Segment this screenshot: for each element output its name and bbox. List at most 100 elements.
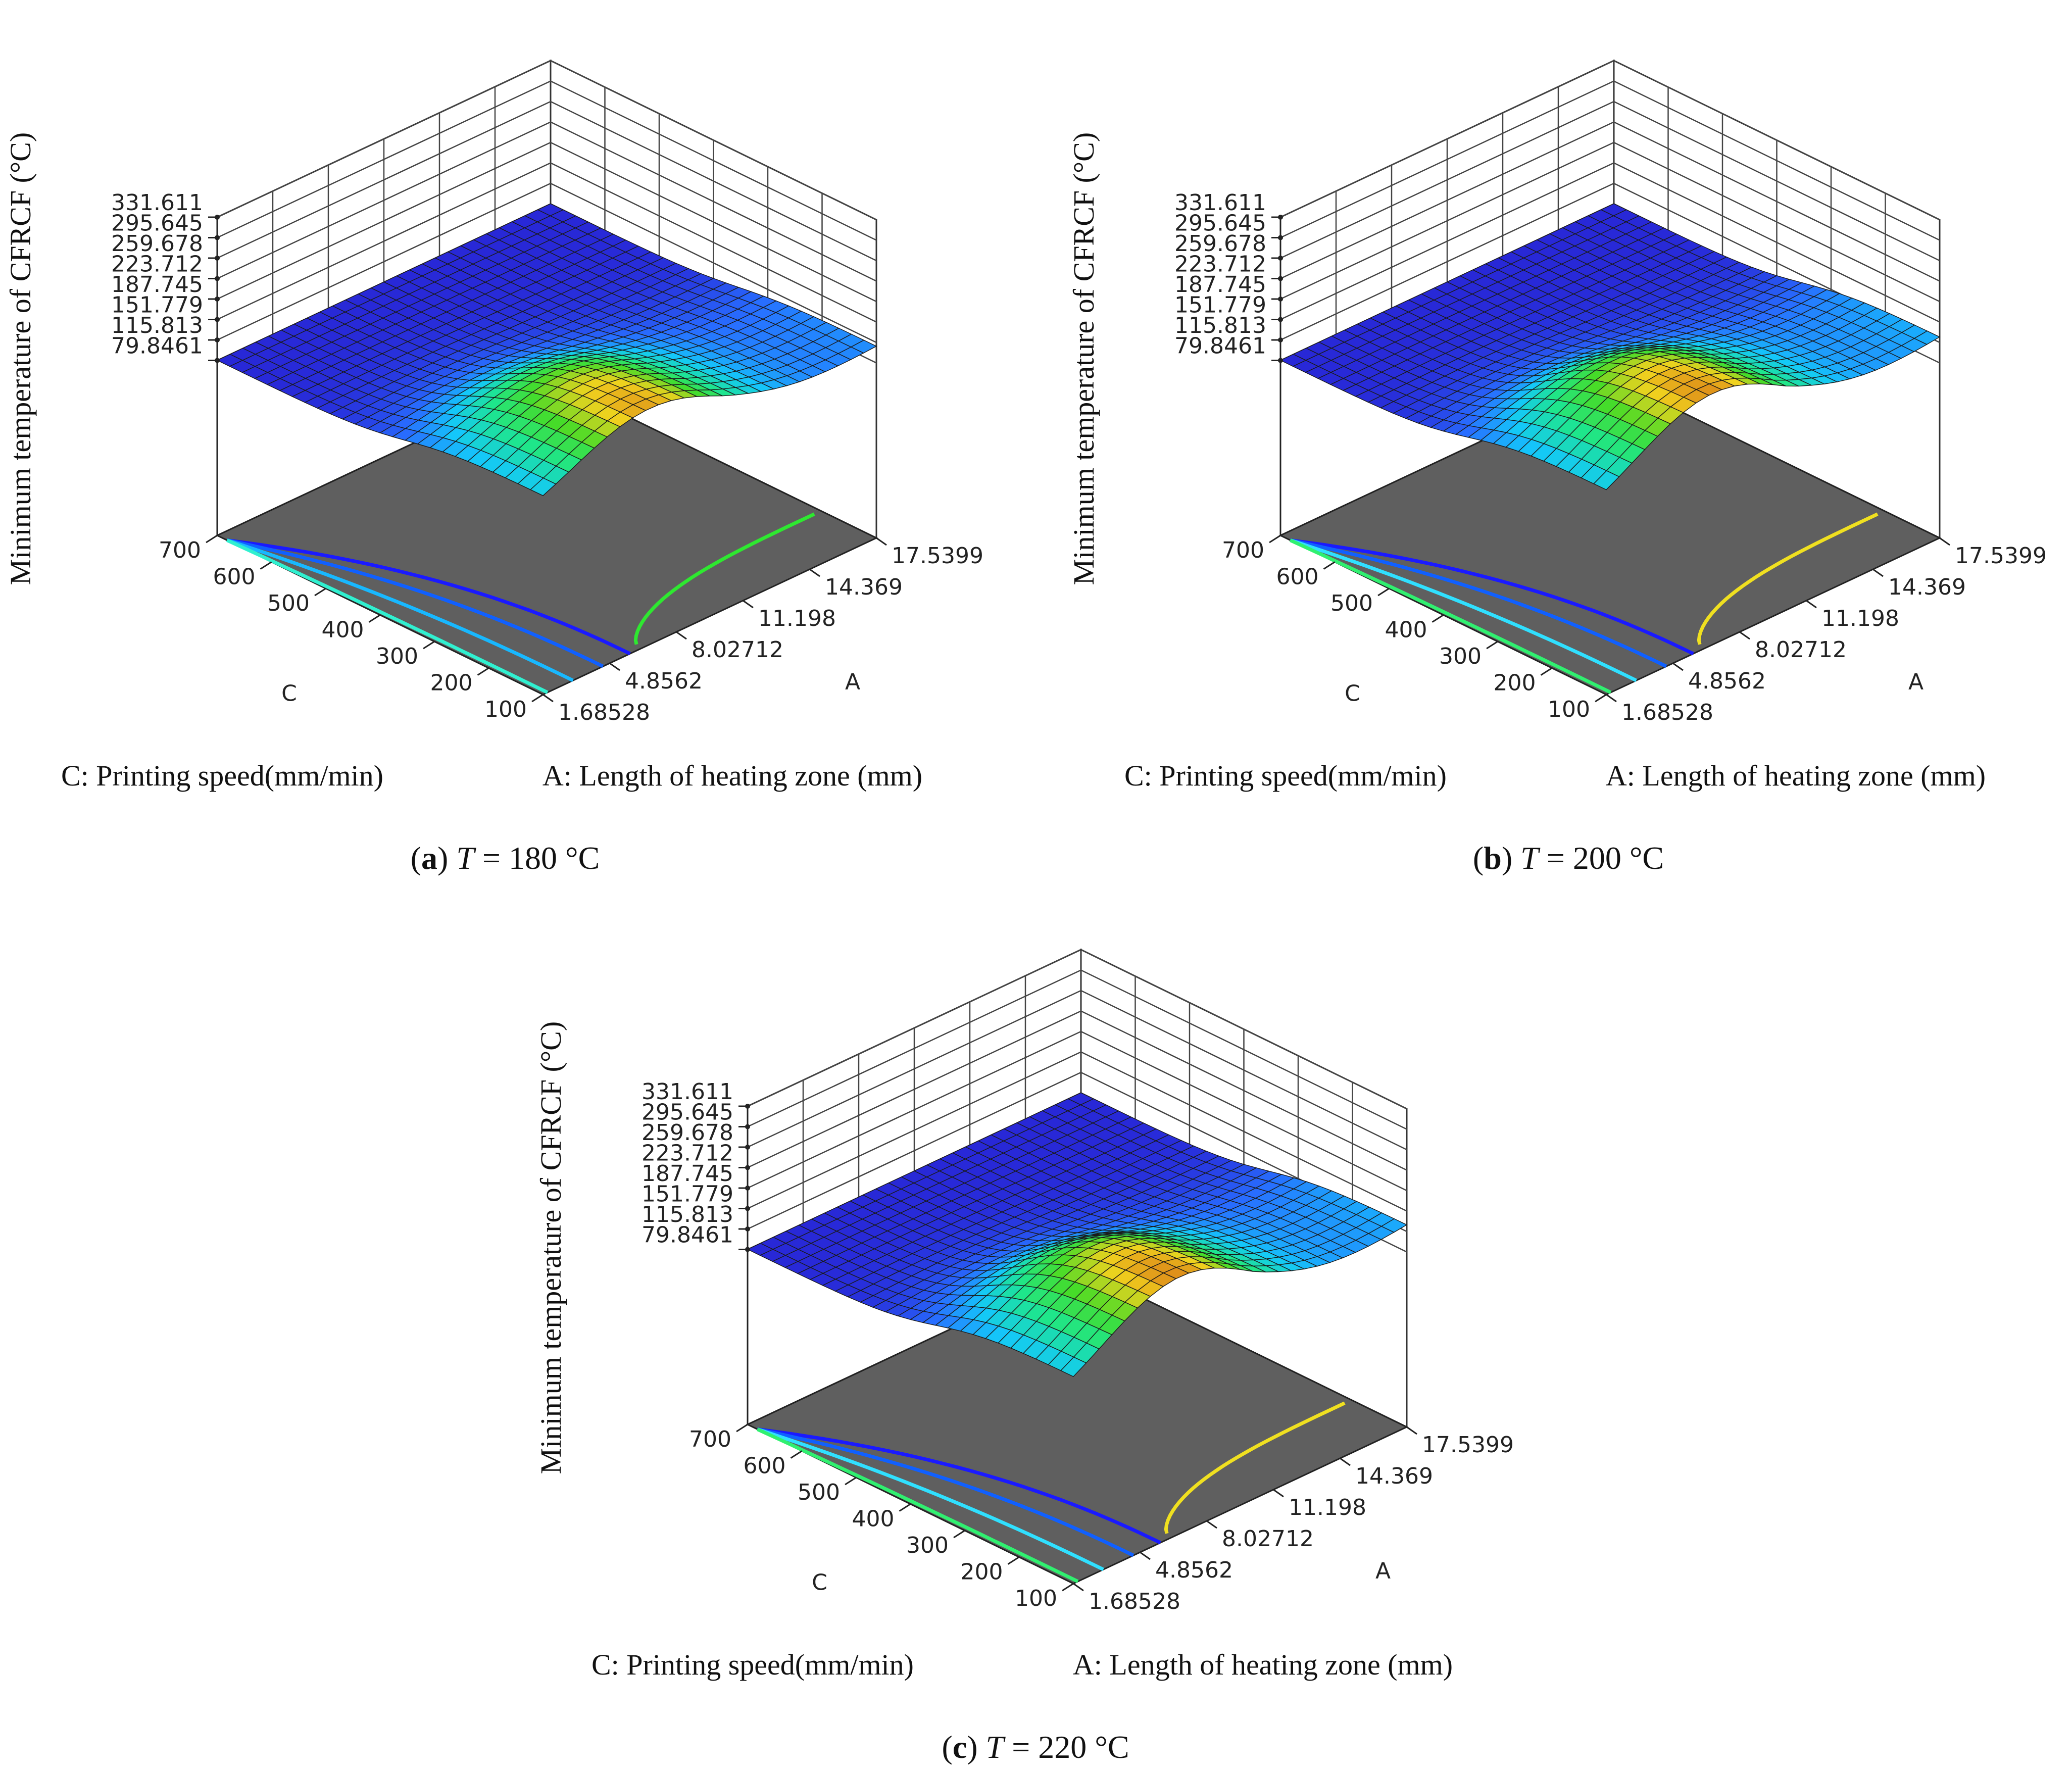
c-tick-label: 600 — [744, 1453, 786, 1479]
panel-a: 79.8461115.813151.779187.745223.712259.6… — [4, 59, 983, 876]
c-tick — [1377, 587, 1390, 597]
contour-line — [1290, 538, 1694, 656]
contour-line — [1290, 538, 1667, 668]
z-tick-dot — [1278, 358, 1283, 363]
z-tick-label: 187.745 — [642, 1161, 733, 1187]
z-axis: 79.8461115.813151.779187.745223.712259.6… — [1174, 190, 1283, 363]
z-tick-dot — [745, 1186, 750, 1191]
z-tick-dot — [1278, 215, 1283, 220]
c-tick — [531, 694, 544, 703]
a-tick — [542, 694, 554, 703]
z-tick-label: 331.611 — [642, 1079, 733, 1105]
z-tick-dot — [745, 1124, 750, 1129]
z-tick-label: 151.779 — [1174, 292, 1266, 318]
c-tick-label: 100 — [1015, 1586, 1057, 1611]
contour-lines — [226, 512, 815, 694]
c-tick-label: 700 — [1222, 537, 1264, 563]
z-tick-label: 79.8461 — [642, 1222, 733, 1248]
c-tick — [1432, 614, 1444, 623]
a-tick — [1739, 631, 1750, 640]
c-tick-label: 700 — [159, 537, 201, 563]
a-tick — [1273, 1489, 1284, 1498]
z-tick-label: 115.813 — [1174, 313, 1266, 338]
z-tick-dot — [215, 297, 220, 302]
a-tick — [676, 631, 687, 640]
z-tick-label: 187.745 — [1174, 272, 1266, 298]
panel-c: 79.8461115.813151.779187.745223.712259.6… — [534, 948, 1514, 1765]
c-tick-label: 100 — [1548, 697, 1590, 722]
surface-mesh — [216, 203, 877, 497]
a-axis: 1.68528 4.8562 8.02712 11.198 14.369 17.5399 A — [542, 537, 983, 725]
a-tick-label: 11.198 — [1289, 1495, 1366, 1520]
a-tick-label: 1.68528 — [558, 700, 650, 725]
a-tick-label: 1.68528 — [1089, 1589, 1180, 1614]
z-tick-label: 223.712 — [642, 1141, 733, 1166]
a-tick-label: 1.68528 — [1621, 700, 1713, 725]
a-tick — [1939, 537, 1950, 546]
c-tick-label: 200 — [961, 1559, 1003, 1585]
c-tick — [1595, 694, 1607, 703]
z-axis: 79.8461115.813151.779187.745223.712259.6… — [642, 1079, 750, 1252]
a-tick-label: 8.02712 — [1222, 1526, 1314, 1552]
a-tick-label: 8.02712 — [1755, 637, 1847, 663]
z-tick-dot — [215, 276, 220, 281]
contour-line — [757, 1427, 1161, 1545]
a-axis: 1.68528 4.8562 8.02712 11.198 14.369 17.5399 A — [1606, 537, 2047, 725]
z-tick-dot — [1278, 256, 1283, 261]
a-tick — [1606, 694, 1617, 703]
z-tick-dot — [215, 358, 220, 363]
c-tick-label: 600 — [213, 564, 256, 590]
z-tick-label: 151.779 — [642, 1182, 733, 1207]
panel-caption: (a) T = 180 °C — [411, 840, 600, 876]
c-axis: 100 200 300 400 500 600 700 C — [1222, 534, 1607, 722]
z-tick-dot — [745, 1145, 750, 1150]
contour-line — [757, 1427, 1134, 1557]
c-axis-letter: C — [812, 1570, 827, 1596]
z-tick-dot — [1278, 297, 1283, 302]
c-tick — [899, 1503, 911, 1512]
z-tick-label: 259.678 — [1174, 231, 1266, 257]
z-tick-label: 223.712 — [111, 252, 203, 277]
a-tick — [1206, 1520, 1217, 1529]
z-tick-dot — [745, 1247, 750, 1252]
a-axis-title: A: Length of heating zone (mm) — [542, 759, 922, 792]
a-tick-label: 4.8562 — [1688, 668, 1766, 694]
surface-cell — [1593, 470, 1620, 490]
z-tick-label: 79.8461 — [1174, 333, 1266, 359]
z-tick-dot — [215, 215, 220, 220]
contour-line — [1289, 538, 1612, 694]
c-tick — [845, 1476, 857, 1486]
a-tick-label: 17.5399 — [892, 543, 983, 569]
z-tick-label: 259.678 — [642, 1120, 733, 1146]
a-tick-label: 4.8562 — [1155, 1557, 1233, 1583]
surface-cell — [1060, 1356, 1087, 1377]
a-tick-label: 17.5399 — [1955, 543, 2047, 569]
z-tick-label: 295.645 — [1174, 211, 1266, 236]
a-tick-label: 17.5399 — [1422, 1432, 1514, 1458]
c-tick — [477, 667, 489, 676]
z-tick-label: 223.712 — [1174, 252, 1266, 277]
z-tick-dot — [745, 1226, 750, 1232]
surface-cell — [529, 477, 557, 497]
c-tick — [314, 587, 326, 597]
panel-caption: (b) T = 200 °C — [1473, 840, 1664, 876]
a-tick — [1872, 568, 1884, 577]
c-tick — [1540, 667, 1553, 676]
contour-line — [226, 538, 549, 694]
a-axis-title: A: Length of heating zone (mm) — [1606, 759, 1986, 792]
c-tick — [1323, 561, 1336, 570]
z-axis-title: Minimum temperature of CFRCF (°C) — [1067, 132, 1100, 585]
a-tick — [1073, 1583, 1084, 1592]
c-tick — [368, 614, 381, 623]
c-tick-label: 500 — [1330, 590, 1373, 616]
c-tick-label: 700 — [689, 1426, 731, 1452]
c-tick-label: 600 — [1276, 564, 1319, 590]
a-axis-letter: A — [845, 669, 860, 695]
a-tick — [609, 662, 620, 671]
c-tick — [1062, 1583, 1074, 1592]
z-tick-label: 187.745 — [111, 272, 203, 298]
panel-b: 79.8461115.813151.779187.745223.712259.6… — [1067, 59, 2047, 876]
z-tick-label: 115.813 — [111, 313, 203, 338]
z-axis: 79.8461115.813151.779187.745223.712259.6… — [111, 190, 220, 363]
